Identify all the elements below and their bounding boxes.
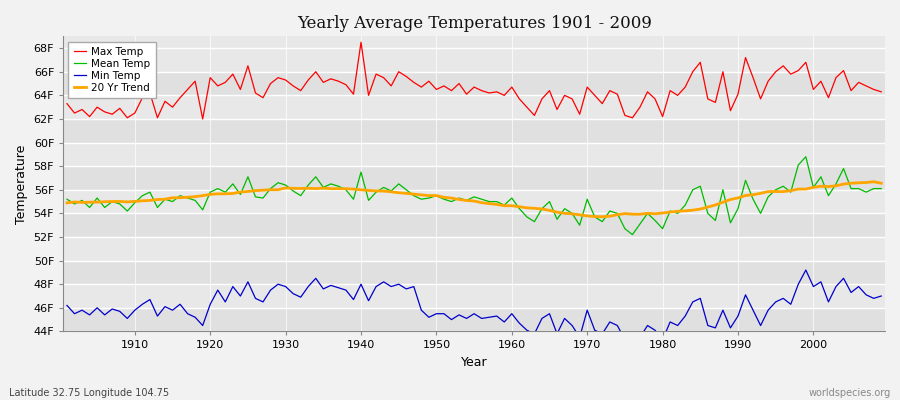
Mean Temp	[61, 197, 72, 202]
Mean Temp	[122, 209, 132, 214]
Max Temp	[356, 40, 366, 45]
Bar	[63, 95, 885, 119]
20 Yr Trend	[605, 214, 616, 218]
Text: Latitude 32.75 Longitude 104.75: Latitude 32.75 Longitude 104.75	[9, 388, 169, 398]
X-axis label: Year: Year	[461, 356, 488, 369]
Min Temp	[122, 316, 132, 321]
20 Yr Trend	[288, 186, 299, 191]
Max Temp	[122, 115, 132, 120]
Mean Temp	[597, 219, 608, 224]
Min Temp	[627, 340, 638, 344]
Bar	[63, 260, 885, 284]
Max Temp	[876, 90, 886, 94]
20 Yr Trend	[499, 203, 509, 208]
Bar	[63, 48, 885, 72]
Bar	[63, 72, 885, 95]
Min Temp	[800, 268, 811, 272]
Line: 20 Yr Trend: 20 Yr Trend	[67, 182, 881, 217]
Mean Temp	[333, 184, 344, 189]
Max Temp	[197, 116, 208, 121]
Max Temp	[295, 88, 306, 93]
20 Yr Trend	[868, 179, 879, 184]
Max Temp	[340, 82, 351, 87]
Mean Temp	[507, 196, 517, 200]
Mean Temp	[627, 232, 638, 237]
Min Temp	[61, 303, 72, 308]
Min Temp	[333, 285, 344, 290]
Min Temp	[499, 320, 509, 324]
Bar	[63, 237, 885, 260]
Max Temp	[521, 105, 532, 110]
Max Temp	[61, 101, 72, 106]
Bar	[63, 166, 885, 190]
20 Yr Trend	[333, 186, 344, 191]
Line: Min Temp: Min Temp	[67, 270, 881, 342]
Bar	[63, 213, 885, 237]
Title: Yearly Average Temperatures 1901 - 2009: Yearly Average Temperatures 1901 - 2009	[297, 15, 652, 32]
Bar	[63, 308, 885, 332]
Bar	[63, 190, 885, 213]
Mean Temp	[499, 203, 509, 208]
Bar	[63, 284, 885, 308]
Mean Temp	[876, 186, 886, 191]
Min Temp	[288, 291, 299, 296]
20 Yr Trend	[597, 214, 608, 219]
20 Yr Trend	[122, 200, 132, 204]
Max Temp	[514, 96, 525, 101]
Text: worldspecies.org: worldspecies.org	[809, 388, 891, 398]
Y-axis label: Temperature: Temperature	[15, 144, 28, 224]
Legend: Max Temp, Mean Temp, Min Temp, 20 Yr Trend: Max Temp, Mean Temp, Min Temp, 20 Yr Tre…	[68, 42, 156, 98]
Max Temp	[612, 92, 623, 96]
Bar	[63, 142, 885, 166]
Min Temp	[597, 331, 608, 336]
Line: Mean Temp: Mean Temp	[67, 157, 881, 235]
20 Yr Trend	[876, 181, 886, 186]
Bar	[63, 119, 885, 142]
Mean Temp	[288, 188, 299, 193]
Line: Max Temp: Max Temp	[67, 42, 881, 119]
Min Temp	[876, 294, 886, 298]
Mean Temp	[800, 154, 811, 159]
20 Yr Trend	[61, 200, 72, 205]
Min Temp	[507, 311, 517, 316]
20 Yr Trend	[507, 203, 517, 208]
